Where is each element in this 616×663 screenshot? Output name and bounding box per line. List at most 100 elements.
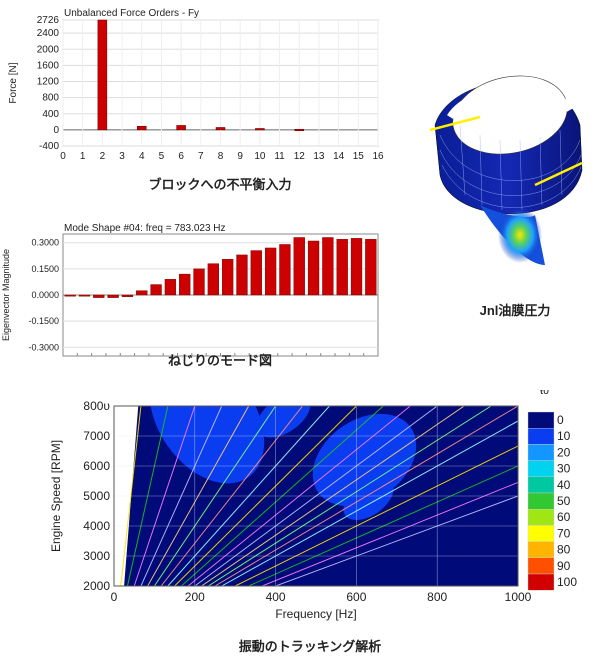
chart1-caption: ブロックへの不平衡入力 bbox=[148, 177, 292, 192]
chart1-y-tick-label: 2000 bbox=[37, 44, 60, 55]
chart3-xlabel: Frequency [Hz] bbox=[275, 607, 356, 621]
colorbar-header: ŧυ bbox=[540, 390, 549, 397]
chart1-ylabel: Force [N] bbox=[8, 62, 19, 103]
chart3-x-tick-label: 400 bbox=[266, 590, 286, 604]
heatmap-hotspot-contour bbox=[256, 406, 311, 438]
chart1-x-tick-label: 5 bbox=[159, 151, 165, 162]
colorbar-swatch bbox=[527, 508, 555, 526]
colorbar-swatch bbox=[527, 492, 555, 510]
chart2-y-tick-label: 0.3000 bbox=[31, 238, 59, 248]
chart2-bar bbox=[121, 294, 134, 297]
chart3-x-tick-label: 0 bbox=[111, 590, 118, 604]
chart2-bar bbox=[78, 294, 91, 297]
chart1-y-tick-label: -400 bbox=[39, 141, 59, 152]
colorbar-label: 80 bbox=[557, 543, 571, 557]
chart1-x-tick-label: 1 bbox=[80, 151, 86, 162]
chart1-bar bbox=[97, 19, 108, 131]
chart1-y-tick-label: 2400 bbox=[37, 28, 60, 39]
chart2-title: Mode Shape #04: freq = 783.023 Hz bbox=[64, 223, 226, 234]
chart3-x-tick-label: 1000 bbox=[505, 590, 532, 604]
separator-line-right bbox=[534, 161, 583, 187]
chart1-x-tick-label: 11 bbox=[274, 151, 285, 162]
chart1-bar bbox=[137, 125, 147, 131]
chart3-caption: 振動のトラッキング解析 bbox=[238, 639, 382, 654]
colorbar-label: 70 bbox=[557, 526, 571, 540]
colorbar-label: 0 bbox=[557, 413, 564, 427]
chart3-x-tick-label: 200 bbox=[185, 590, 205, 604]
chart2-bar bbox=[222, 259, 234, 296]
colorbar-swatch bbox=[527, 476, 555, 494]
chart2-bar bbox=[293, 237, 305, 296]
chart3-x-tick-label: 800 bbox=[427, 590, 447, 604]
chart3-y-ticks: 2000 3000 4000 5000 6000 7000 800υ bbox=[83, 399, 110, 593]
chart2-bar bbox=[236, 254, 248, 296]
heatmap-hotspot-contour bbox=[343, 477, 394, 521]
chart2-bar bbox=[150, 284, 162, 296]
chart2-bar bbox=[250, 250, 262, 296]
chart3-y-tick-label: 3000 bbox=[83, 549, 110, 563]
chart3-ylabel: Engine Speed [RPM] bbox=[49, 440, 63, 552]
chart1-bars bbox=[97, 19, 304, 132]
chart1-x-tick-label: 12 bbox=[294, 151, 306, 162]
journal-pressure-illustration bbox=[429, 75, 583, 265]
chart1-y-tick-label: 400 bbox=[42, 109, 59, 120]
chart2-bar bbox=[164, 279, 177, 296]
chart2-bar bbox=[193, 268, 205, 296]
chart2-bar bbox=[93, 294, 105, 298]
chart1-y-tick-label: 2726 bbox=[37, 15, 60, 26]
chart1-x-tick-label: 3 bbox=[119, 151, 125, 162]
chart2-bar bbox=[107, 294, 119, 298]
colorbar-swatch bbox=[527, 411, 555, 429]
colorbar-label: 10 bbox=[557, 429, 571, 443]
chart1-x-tick-label: 0 bbox=[60, 151, 66, 162]
ring-groove bbox=[447, 84, 574, 120]
chart3-colorbar: 0 10 20 30 40 50 60 70 80 90 100 bbox=[527, 411, 577, 591]
chart1-y-tick-label: 1600 bbox=[37, 60, 60, 71]
chart3-y-tick-label: 6000 bbox=[83, 459, 110, 473]
mode-shape-chart: Mode Shape #04: freq = 783.023 Hz Eigenv… bbox=[1, 223, 379, 357]
chart2-bar bbox=[350, 238, 363, 296]
chart2-caption: ねじりのモード図 bbox=[167, 353, 272, 368]
pressure-hotspot bbox=[498, 207, 542, 263]
chart1-x-tick-label: 6 bbox=[178, 151, 184, 162]
chart2-bar bbox=[264, 247, 277, 296]
chart2-bar bbox=[365, 239, 377, 296]
colorbar-swatch bbox=[527, 573, 555, 591]
chart2-bar bbox=[136, 290, 148, 296]
chart3-y-tick-label: 7000 bbox=[83, 429, 110, 443]
colorbar-swatch bbox=[527, 525, 555, 542]
chart3-plot-area bbox=[114, 406, 518, 586]
chart1-x-tick-label: 7 bbox=[198, 151, 204, 162]
colorbar-swatch bbox=[527, 557, 555, 575]
chart1-x-tick-label: 16 bbox=[372, 151, 384, 162]
colorbar-label: 90 bbox=[557, 559, 571, 573]
chart3-y-tick-label: 5000 bbox=[83, 489, 110, 503]
chart1-x-tick-label: 2 bbox=[100, 151, 106, 162]
chart2-bar bbox=[279, 244, 291, 296]
chart2-bar bbox=[336, 239, 348, 296]
chart1-y-ticks: 2726 2400 2000 1600 1200 800 400 0 -400 bbox=[37, 15, 60, 152]
chart3-x-ticks: 0 200 400 600 800 1000 bbox=[111, 590, 532, 604]
chart1-y-tick-label: 800 bbox=[42, 93, 59, 104]
chart2-bar bbox=[307, 240, 320, 296]
ring-mesh bbox=[439, 124, 582, 211]
chart2-bar bbox=[207, 263, 219, 296]
colorbar-swatch bbox=[527, 428, 555, 445]
heatmap-hotspot-contour bbox=[149, 406, 265, 484]
chart2-y-tick-label: -0.3000 bbox=[28, 342, 59, 352]
chart2-ylabel: Eigenvector Magnitude bbox=[1, 249, 11, 341]
colorbar-label: 60 bbox=[557, 510, 571, 524]
chart1-y-tick-label: 0 bbox=[53, 125, 59, 136]
force-order-chart: Unbalanced Force Orders - Fy Force [N] 2… bbox=[8, 8, 384, 162]
chart2-y-tick-label: 0.1500 bbox=[31, 264, 59, 274]
chart2-bar bbox=[322, 237, 334, 296]
colorbar-label: 100 bbox=[557, 575, 577, 589]
chart2-y-tick-label: 0.0000 bbox=[31, 290, 59, 300]
illustration-caption: Jnl油膜圧力 bbox=[479, 303, 551, 318]
chart2-bar bbox=[64, 294, 76, 297]
chart1-y-tick-label: 1200 bbox=[37, 77, 60, 88]
chart1-x-tick-label: 13 bbox=[313, 151, 325, 162]
separator-line-left bbox=[429, 115, 481, 132]
colorbar-label: 40 bbox=[557, 478, 571, 492]
